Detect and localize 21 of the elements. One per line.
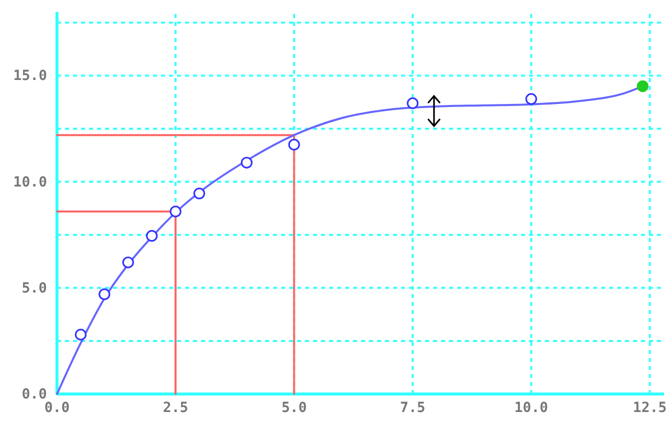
x-tick-label: 0.0 [44,400,70,416]
point [525,93,538,105]
point [406,97,419,110]
x-tick-label: 12.5 [632,400,667,416]
x-tick-label: 10.0 [514,400,548,416]
y-tick-label: 5.0 [22,280,47,296]
point [146,230,158,242]
x-tick-label: 5.0 [281,400,307,416]
y-tick-label: 0.0 [22,386,47,402]
point [98,288,110,300]
x-tick-label: 2.5 [162,400,188,416]
point [240,156,253,169]
x-tick-label: 7.5 [400,400,426,416]
point [636,80,649,92]
point [74,328,87,340]
point [288,138,300,150]
point [170,206,182,218]
point [193,188,206,200]
y-tick-label: 15.0 [13,68,47,84]
y-tick-label: 10.0 [13,174,47,190]
point [122,256,134,268]
